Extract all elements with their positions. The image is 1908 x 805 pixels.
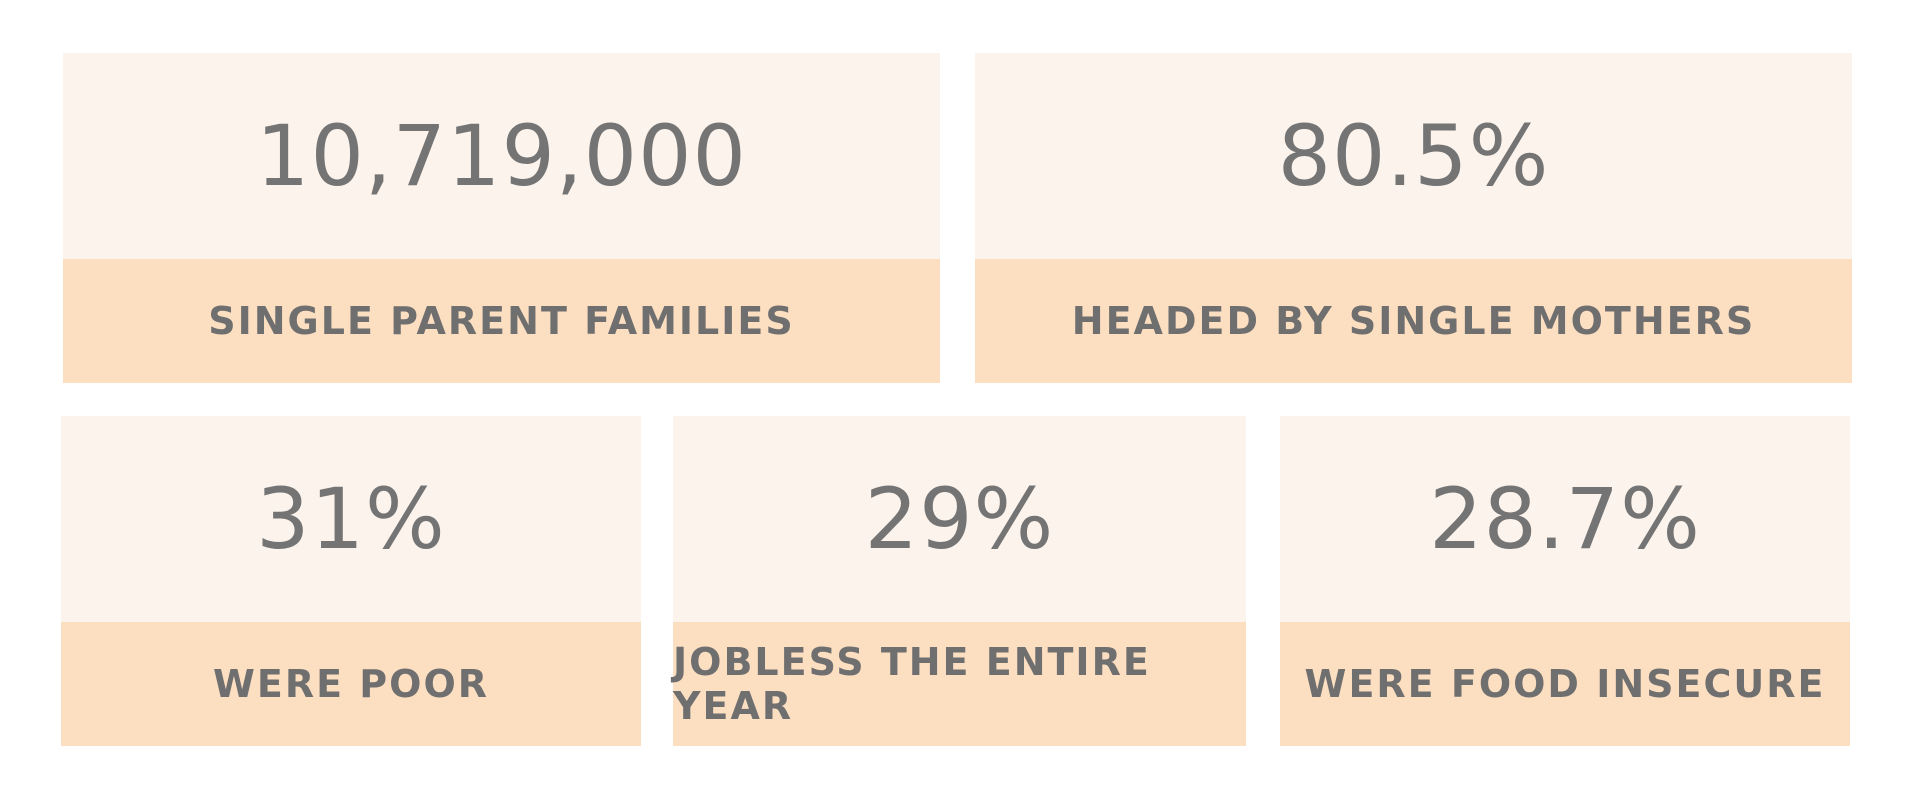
stat-label: SINGLE PARENT FAMILIES <box>63 259 940 383</box>
stat-value: 31% <box>61 416 641 622</box>
stat-value: 80.5% <box>975 53 1852 259</box>
stat-card-jobless: 29% JOBLESS THE ENTIRE YEAR <box>673 416 1246 746</box>
stat-label: WERE POOR <box>61 622 641 746</box>
stat-label: JOBLESS THE ENTIRE YEAR <box>673 622 1246 746</box>
stat-value: 28.7% <box>1280 416 1850 622</box>
stat-label: WERE FOOD INSECURE <box>1280 622 1850 746</box>
stat-value: 10,719,000 <box>63 53 940 259</box>
stat-card-single-mothers: 80.5% HEADED BY SINGLE MOTHERS <box>975 53 1852 383</box>
stat-value: 29% <box>673 416 1246 622</box>
stat-label: HEADED BY SINGLE MOTHERS <box>975 259 1852 383</box>
stat-card-single-parent-families: 10,719,000 SINGLE PARENT FAMILIES <box>63 53 940 383</box>
stat-card-food-insecure: 28.7% WERE FOOD INSECURE <box>1280 416 1850 746</box>
stat-card-poor: 31% WERE POOR <box>61 416 641 746</box>
